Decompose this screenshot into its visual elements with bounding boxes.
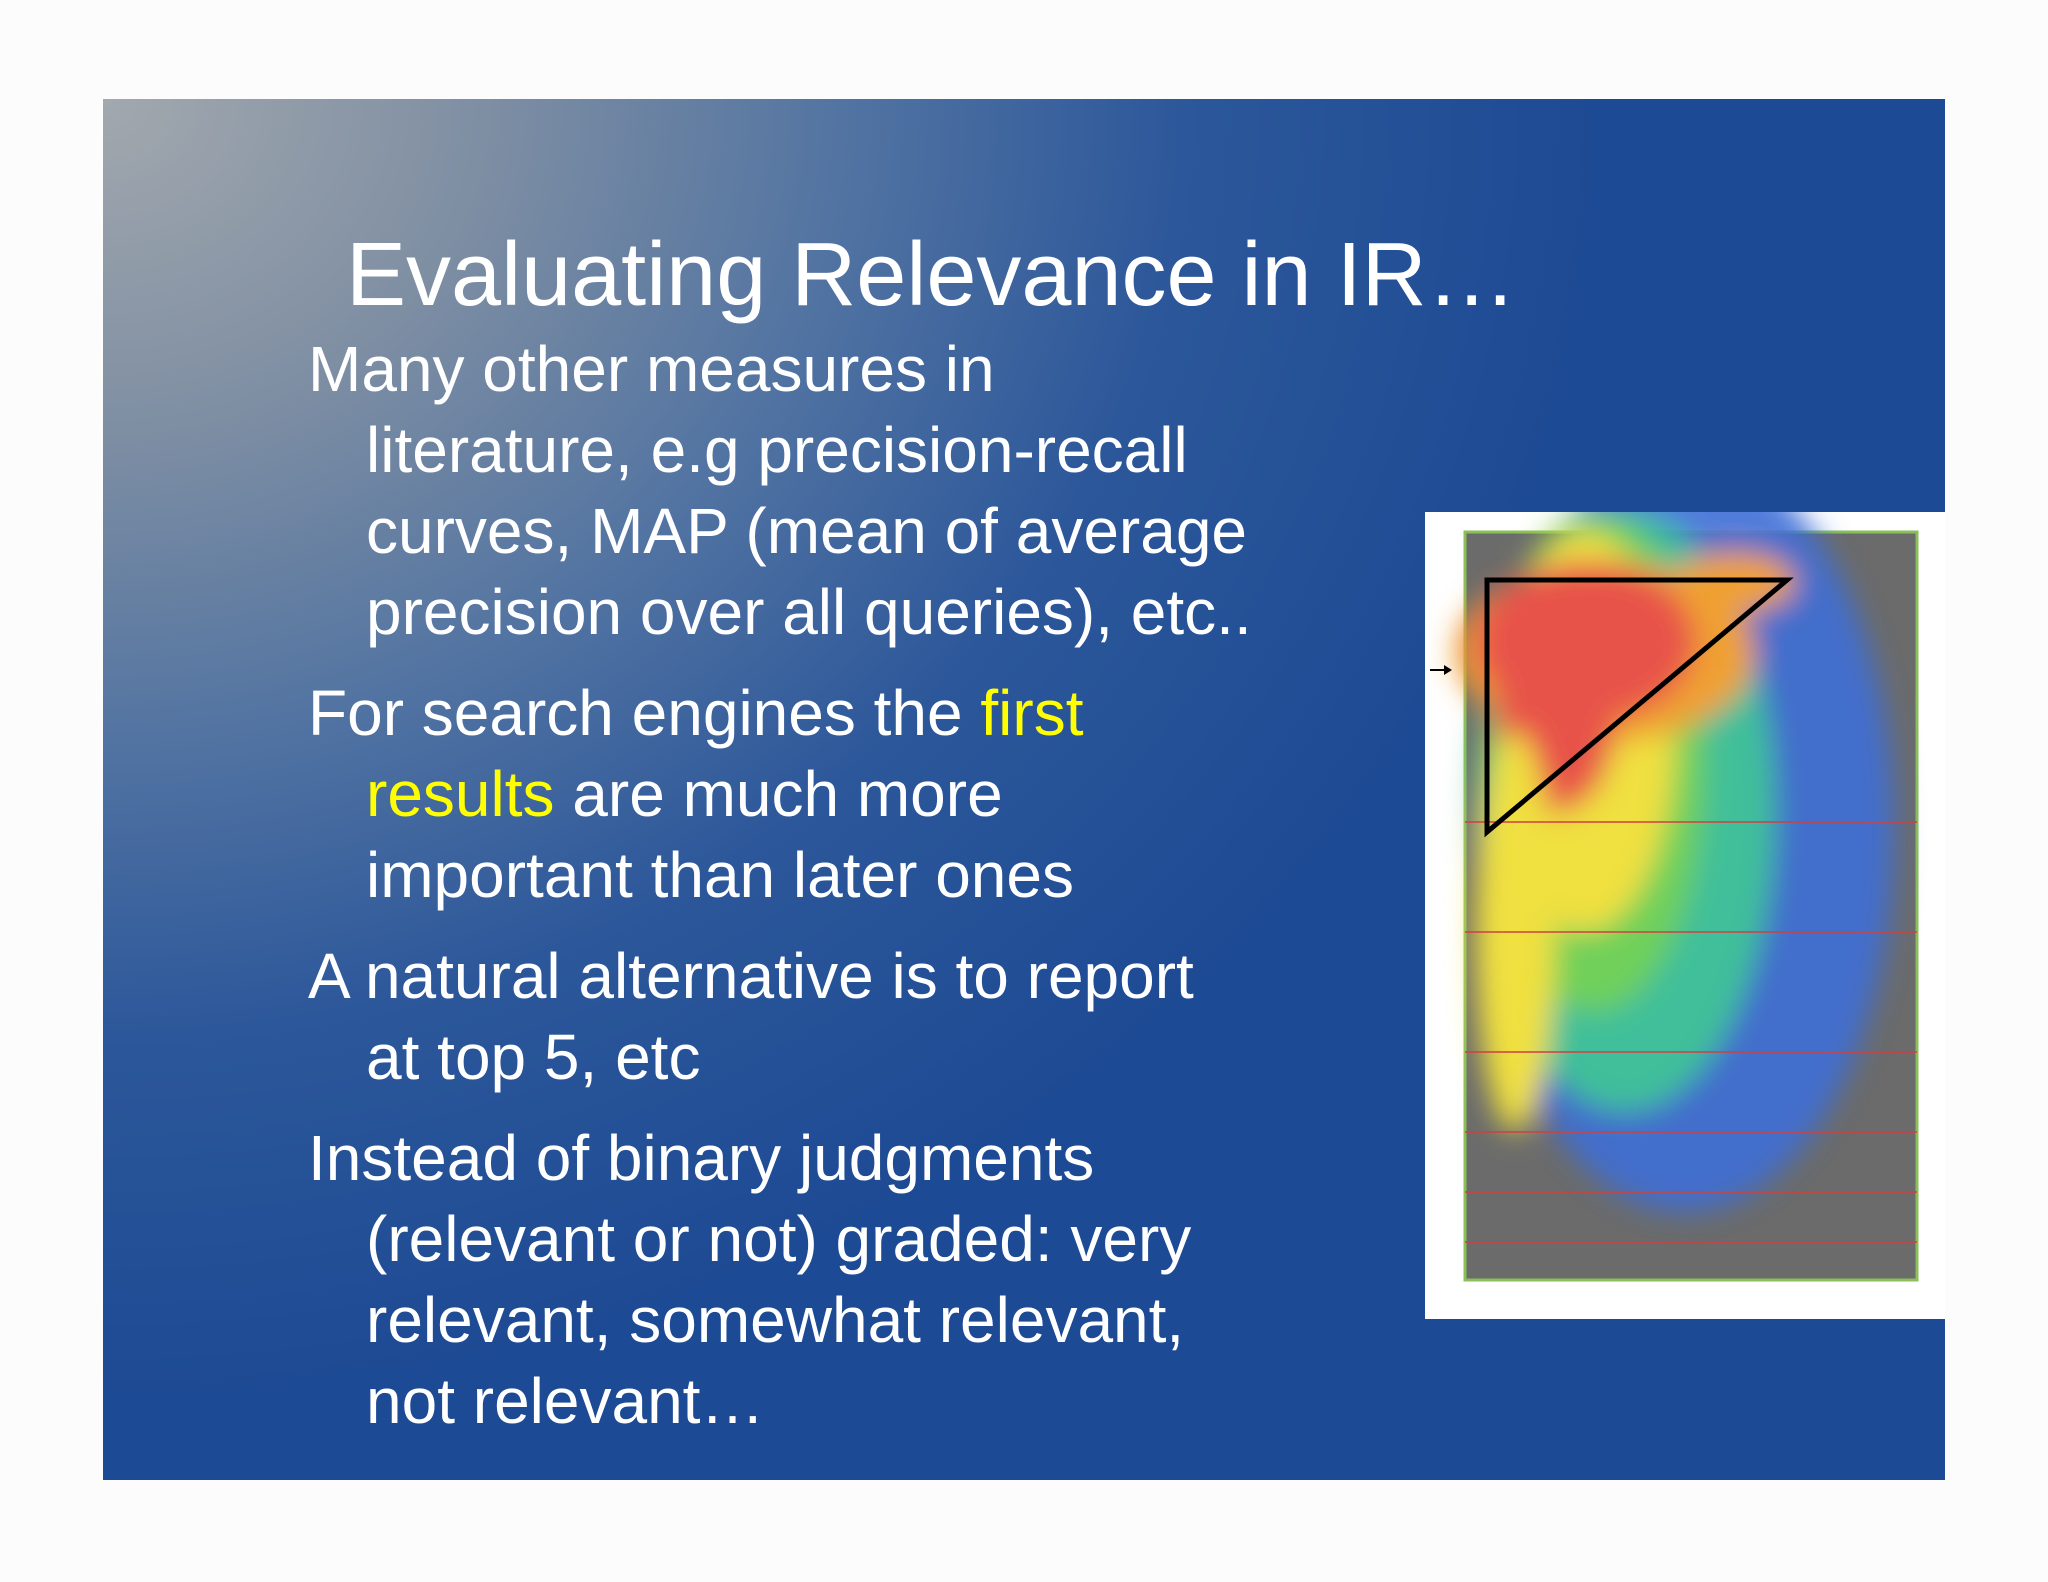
bullet-line: Instead of binary judgments — [308, 1118, 1252, 1199]
bullet-line: not relevant… — [308, 1361, 1252, 1442]
text: Many other measures in — [308, 333, 995, 405]
bullet-line: results are much more — [308, 754, 1252, 835]
bullet-line: Many other measures in — [308, 329, 1252, 410]
heatmap-image — [1425, 452, 1945, 1319]
text: Instead of binary judgments — [308, 1122, 1095, 1194]
text: important than later ones — [366, 839, 1074, 911]
bullet: Instead of binary judgments (relevant or … — [308, 1118, 1252, 1442]
bullet-line: at top 5, etc — [308, 1017, 1252, 1098]
highlight-text: results — [366, 758, 555, 830]
text: are much more — [554, 758, 1003, 830]
bullet: For search engines the first results are … — [308, 673, 1252, 916]
bullet-line: relevant, somewhat relevant, — [308, 1280, 1252, 1361]
text: at top 5, etc — [366, 1021, 701, 1093]
text: not relevant… — [366, 1365, 765, 1437]
bullet-line: curves, MAP (mean of average — [308, 491, 1252, 572]
bullet-line: precision over all queries), etc.. — [308, 572, 1252, 653]
bullet-line: important than later ones — [308, 835, 1252, 916]
bullet: A natural alternative is to report at top… — [308, 936, 1252, 1098]
text: For search engines the — [308, 677, 981, 749]
arrow — [1430, 665, 1452, 675]
bullet-line: A natural alternative is to report — [308, 936, 1252, 1017]
bullet-line: For search engines the first — [308, 673, 1252, 754]
slide: Evaluating Relevance in IR… Many other m… — [103, 99, 1945, 1480]
text: A natural alternative is to report — [308, 940, 1194, 1012]
text: curves, MAP (mean of average — [366, 495, 1247, 567]
bullet-line: (relevant or not) graded: very — [308, 1199, 1252, 1280]
text: precision over all queries), etc.. — [366, 576, 1252, 648]
text: relevant, somewhat relevant, — [366, 1284, 1185, 1356]
heatmap — [1455, 452, 1919, 1282]
bullet-line: literature, e.g precision-recall — [308, 410, 1252, 491]
text: (relevant or not) graded: very — [366, 1203, 1192, 1275]
text: literature, e.g precision-recall — [366, 414, 1188, 486]
highlight-text: first — [980, 677, 1084, 749]
slide-title: Evaluating Relevance in IR… — [346, 225, 1517, 325]
bullet: Many other measures in literature, e.g pr… — [308, 329, 1252, 653]
bullet-list: Many other measures in literature, e.g pr… — [308, 329, 1252, 1462]
